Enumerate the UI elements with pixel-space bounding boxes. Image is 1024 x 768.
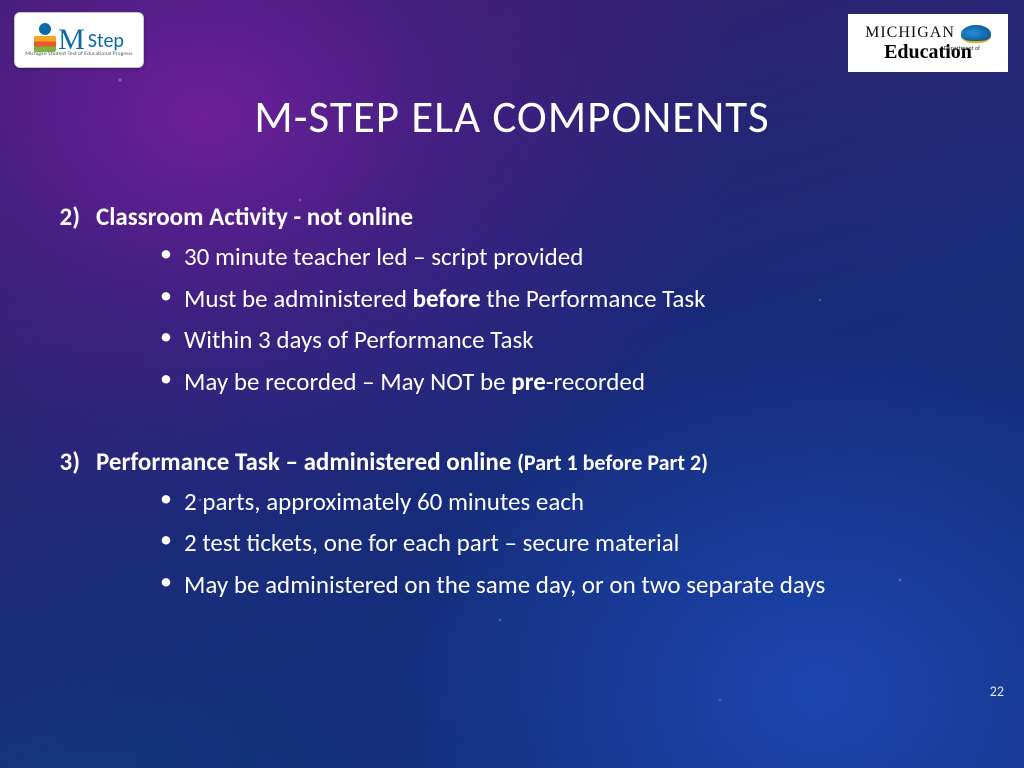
mstep-subtitle: Michigan Student Test of Educational Pro…: [25, 51, 132, 57]
mstep-m: M: [58, 27, 85, 53]
bullet: May be administered on the same day, or …: [160, 568, 964, 602]
bullet: Within 3 days of Performance Task: [160, 323, 964, 357]
mstep-logo-row: MStep: [34, 23, 124, 53]
mde-line1: MICHIGAN: [865, 23, 991, 43]
spacer: [40, 407, 964, 445]
bullet-text: May be recorded – May NOT be: [184, 366, 511, 397]
item-3: 3) Performance Task – administered onlin…: [40, 445, 964, 602]
bullet-post: the Performance Task: [481, 283, 706, 314]
bullet: May be recorded – May NOT be pre-recorde…: [160, 365, 964, 399]
mde-michigan: MICHIGAN: [865, 24, 955, 42]
bullet-post: -recorded: [546, 366, 645, 397]
slide-title: M-STEP ELA COMPONENTS: [0, 90, 1024, 145]
bullet-text: 2 parts, approximately 60 minutes each: [184, 486, 584, 517]
bullet-text: Must be administered: [184, 283, 413, 314]
mde-logo: MICHIGAN Department of Education: [848, 14, 1008, 72]
bullet: 2 test tickets, one for each part – secu…: [160, 526, 964, 560]
mstep-logo: MStep Michigan Student Test of Education…: [14, 12, 144, 68]
item-3-heading-wrap: Performance Task – administered online (…: [96, 445, 708, 479]
item-2-heading-text: Classroom Activity - not online: [96, 200, 413, 234]
mde-dept: Department of: [944, 44, 980, 52]
mstep-icon: [34, 23, 56, 53]
bullet-text: May be administered on the same day, or …: [184, 569, 825, 600]
item-3-number: 3): [40, 445, 96, 479]
item-3-heading: 3) Performance Task – administered onlin…: [40, 445, 964, 479]
item-3-paren: (Part 1 before Part 2): [517, 449, 708, 476]
item-2-bullets: 30 minute teacher led – script provided …: [40, 240, 964, 399]
mde-swoosh-icon: [961, 23, 991, 43]
bullet: Must be administered before the Performa…: [160, 282, 964, 316]
slide: MStep Michigan Student Test of Education…: [0, 0, 1024, 768]
item-3-heading-text: Performance Task – administered online: [96, 446, 517, 477]
item-3-bullets: 2 parts, approximately 60 minutes each 2…: [40, 485, 964, 602]
bullet-bold: pre: [511, 366, 546, 397]
bullet: 30 minute teacher led – script provided: [160, 240, 964, 274]
item-2-number: 2): [40, 200, 96, 234]
bullet-bold: before: [413, 283, 481, 314]
item-2-heading: 2) Classroom Activity - not online: [40, 200, 964, 234]
slide-content: 2) Classroom Activity - not online 30 mi…: [40, 200, 964, 610]
bullet-text: 2 test tickets, one for each part – secu…: [184, 527, 679, 558]
item-2: 2) Classroom Activity - not online 30 mi…: [40, 200, 964, 399]
bullet-text: Within 3 days of Performance Task: [184, 324, 534, 355]
page-number: 22: [990, 683, 1004, 700]
bullet: 2 parts, approximately 60 minutes each: [160, 485, 964, 519]
bullet-text: 30 minute teacher led – script provided: [184, 241, 583, 272]
mstep-step: Step: [88, 29, 124, 53]
